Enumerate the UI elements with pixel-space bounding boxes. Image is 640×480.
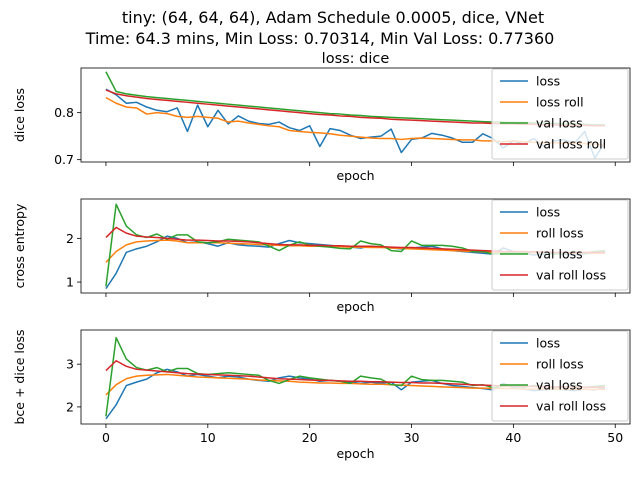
legend-label: val roll loss bbox=[536, 399, 606, 414]
chart-panels: loss: dice 0.7 0.8 epoch dice loss loss loss r… bbox=[12, 51, 631, 461]
legend-box bbox=[491, 68, 629, 160]
x-tick-label: 30 bbox=[404, 430, 420, 445]
legend-label: val loss bbox=[536, 378, 583, 393]
x-axis-label: epoch bbox=[336, 168, 374, 183]
y-tick-label: 3 bbox=[66, 357, 74, 372]
legend-label: loss roll bbox=[536, 95, 584, 110]
legend-label: loss bbox=[536, 74, 560, 89]
y-axis-label: cross entropy bbox=[12, 203, 27, 288]
axes-frame bbox=[80, 198, 631, 294]
legend-label: val roll loss bbox=[536, 268, 606, 283]
legend: loss roll loss val loss val roll loss bbox=[491, 330, 629, 422]
y-axis-label: bce + dice loss bbox=[12, 329, 27, 424]
figure-title-line-1: tiny: (64, 64, 64), Adam Schedule 0.0005… bbox=[122, 8, 544, 27]
y-tick-label: 2 bbox=[66, 231, 74, 246]
x-tick-label: 40 bbox=[505, 430, 521, 445]
axes-frame bbox=[80, 67, 631, 163]
legend-box bbox=[491, 330, 629, 422]
legend-label: loss bbox=[536, 205, 560, 220]
chart-panel-3: 0 10 20 30 40 50 2 3 epoch bce + dice loss loss rol… bbox=[12, 329, 631, 461]
chart-panel-1: loss: dice 0.7 0.8 epoch dice loss loss loss r… bbox=[12, 51, 631, 183]
legend: loss roll loss val loss val roll loss bbox=[491, 199, 629, 291]
legend: loss loss roll val loss val loss roll bbox=[491, 68, 629, 160]
legend-label: roll loss bbox=[536, 226, 584, 241]
legend-box bbox=[491, 199, 629, 291]
x-axis-label: epoch bbox=[336, 299, 374, 314]
legend-label: val loss bbox=[536, 116, 583, 131]
x-tick-label: 50 bbox=[607, 430, 623, 445]
legend-label: loss bbox=[536, 336, 560, 351]
axes-frame bbox=[80, 329, 631, 425]
y-tick-label: 1 bbox=[66, 275, 74, 290]
x-tick-label: 0 bbox=[102, 430, 110, 445]
y-axis-label: dice loss bbox=[12, 88, 27, 142]
y-tick-label: 0.8 bbox=[54, 105, 74, 120]
legend-label: roll loss bbox=[536, 357, 584, 372]
x-tick-label: 20 bbox=[302, 430, 318, 445]
x-axis-label: epoch bbox=[336, 446, 374, 461]
chart-panel-2: 1 2 epoch cross entropy loss roll loss val los… bbox=[12, 198, 631, 314]
legend-label: val loss roll bbox=[536, 137, 606, 152]
y-tick-label: 2 bbox=[66, 399, 74, 414]
figure-title-line-2: Time: 64.3 mins, Min Loss: 0.70314, Min … bbox=[85, 29, 555, 48]
x-tick-label: 10 bbox=[200, 430, 216, 445]
legend-label: val loss bbox=[536, 247, 583, 262]
subplot-title: loss: dice bbox=[322, 51, 390, 67]
y-tick-label: 0.7 bbox=[54, 152, 74, 167]
